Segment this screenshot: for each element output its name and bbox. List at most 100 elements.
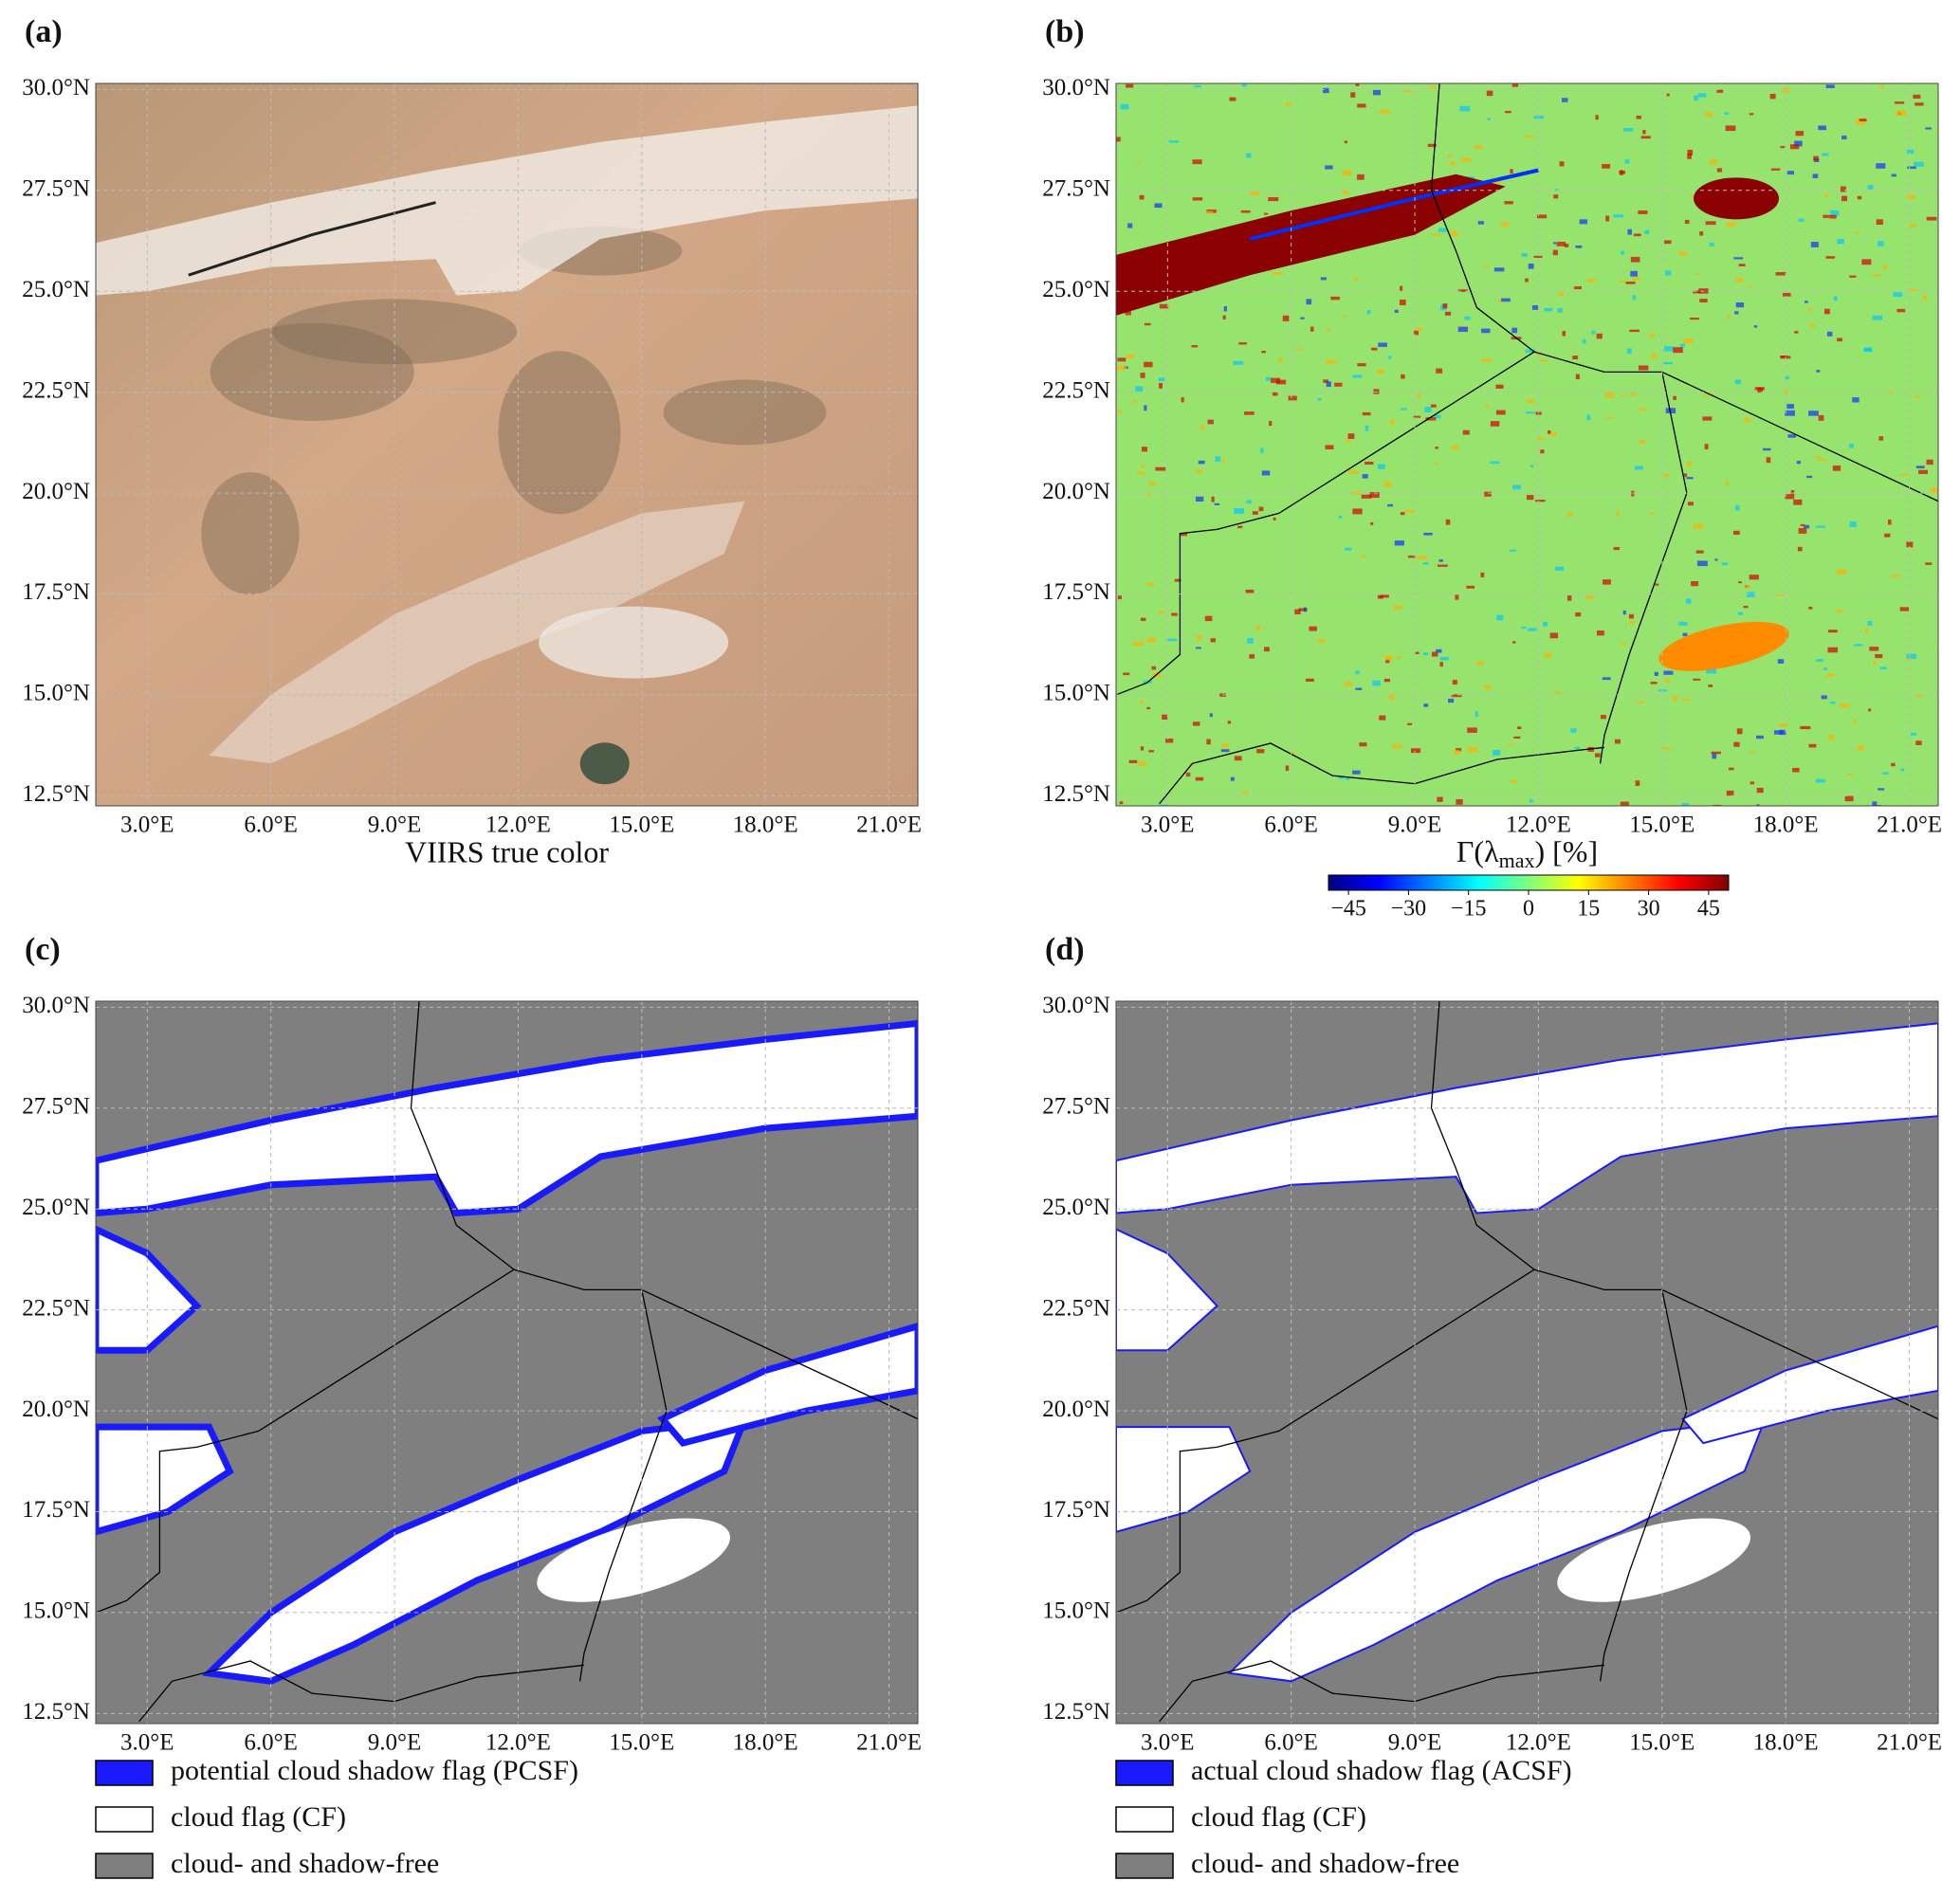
- ratio-bg: [1116, 83, 1938, 806]
- speckle: [1631, 490, 1635, 497]
- speckle: [1558, 291, 1565, 297]
- speckle: [1326, 328, 1331, 332]
- speckle: [1298, 608, 1308, 612]
- speckle: [1685, 598, 1692, 604]
- lat-tick-label: 25.0°N: [22, 277, 90, 302]
- speckle: [1930, 487, 1938, 494]
- speckle: [1626, 348, 1632, 355]
- cloud-flag: [1116, 1022, 1938, 1214]
- speckle: [1735, 278, 1744, 283]
- speckle: [1637, 701, 1645, 704]
- speckle: [1387, 503, 1393, 507]
- colorbar-tick-label: 45: [1697, 897, 1720, 922]
- speckle: [1159, 382, 1163, 389]
- speckle: [1151, 666, 1157, 670]
- speckle: [1824, 193, 1829, 198]
- speckle: [1394, 540, 1404, 546]
- speckle: [1144, 361, 1153, 368]
- speckle: [1146, 637, 1156, 644]
- speckle: [1794, 331, 1799, 334]
- speckle: [1816, 659, 1824, 662]
- speckle: [1602, 677, 1611, 681]
- speckle: [1900, 768, 1905, 772]
- map-frame: [95, 1000, 919, 1725]
- speckle: [1909, 224, 1917, 228]
- speckle: [1357, 173, 1365, 180]
- speckle: [1505, 110, 1511, 114]
- speckle: [1816, 370, 1821, 373]
- speckle: [1749, 781, 1755, 785]
- speckle: [1769, 94, 1776, 100]
- speckle: [1241, 791, 1249, 794]
- ratio-high: [1694, 177, 1780, 220]
- cloud-flag: [656, 1323, 918, 1448]
- speckle: [1455, 594, 1459, 600]
- border: [513, 1269, 918, 1420]
- speckle: [1596, 333, 1603, 339]
- speckle: [1350, 491, 1361, 495]
- speckle: [1704, 444, 1709, 449]
- border: [1430, 83, 1535, 353]
- speckle: [1344, 682, 1353, 686]
- speckle: [1694, 272, 1699, 276]
- speckle: [1678, 251, 1688, 256]
- speckle: [1501, 298, 1511, 302]
- speckle: [1775, 272, 1786, 276]
- speckle: [1238, 342, 1247, 345]
- speckle: [1875, 654, 1883, 659]
- panel-label: (c): [25, 932, 61, 967]
- speckle: [1735, 301, 1745, 308]
- speckle: [1135, 386, 1144, 392]
- speckle: [1362, 474, 1368, 479]
- speckle: [1387, 356, 1392, 359]
- speckle: [1724, 112, 1730, 116]
- speckle: [1493, 749, 1501, 756]
- speckle: [1873, 661, 1878, 666]
- speckle: [1786, 171, 1795, 175]
- speckle: [1572, 356, 1579, 360]
- rock: [201, 472, 300, 595]
- speckle: [1528, 263, 1534, 269]
- lat-tick-label: 30.0°N: [1042, 75, 1110, 100]
- speckle: [1664, 270, 1672, 276]
- speckle: [1404, 509, 1415, 513]
- speckle: [1825, 84, 1835, 88]
- speckle: [1204, 615, 1213, 622]
- speckle: [1521, 252, 1528, 257]
- speckle: [1342, 170, 1352, 176]
- map-frame: [1115, 1000, 1939, 1725]
- speckle: [1323, 379, 1328, 383]
- speckle: [1798, 218, 1804, 222]
- speckle: [1693, 290, 1702, 294]
- speckle: [1632, 295, 1636, 301]
- speckle: [1449, 161, 1456, 166]
- cloud-flag: [96, 1423, 234, 1536]
- border: [1116, 1269, 1535, 1614]
- speckle: [1159, 303, 1169, 309]
- map-image: [1116, 83, 1938, 806]
- legend-swatch: [95, 1806, 154, 1833]
- legend-swatch: [95, 1853, 154, 1879]
- speckle: [1264, 647, 1270, 652]
- speckle: [1687, 154, 1692, 159]
- speckle: [1140, 464, 1145, 468]
- speckle: [1511, 327, 1518, 334]
- haze: [539, 606, 729, 679]
- speckle: [1909, 288, 1918, 292]
- speckle: [1285, 765, 1290, 772]
- lat-tick-label: 22.5°N: [22, 1295, 90, 1321]
- speckle: [1705, 112, 1713, 118]
- speckle: [1808, 411, 1819, 416]
- cloud-flag: [1557, 1518, 1750, 1602]
- speckle: [1813, 155, 1819, 161]
- speckle: [1696, 560, 1708, 567]
- speckle: [1878, 241, 1884, 247]
- lat-tick-label: 22.5°N: [22, 377, 90, 403]
- speckle: [1401, 374, 1405, 379]
- speckle: [1686, 462, 1692, 467]
- speckle: [1726, 790, 1734, 796]
- border: [578, 1289, 668, 1682]
- speckle: [1246, 500, 1252, 504]
- speckle: [1438, 228, 1447, 232]
- speckle: [1907, 166, 1916, 170]
